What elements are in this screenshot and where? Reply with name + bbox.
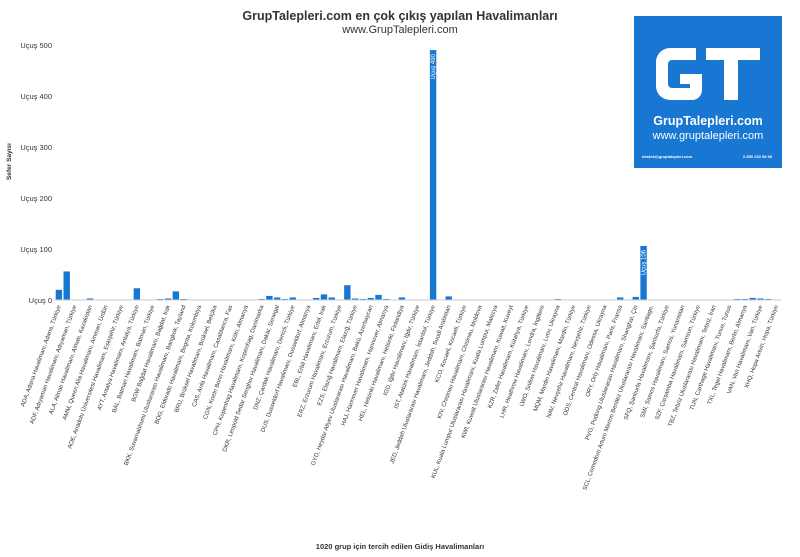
bar <box>351 298 359 300</box>
bar <box>273 297 281 300</box>
y-tick-label: Uçuş 500 <box>20 41 52 50</box>
bar <box>757 298 764 300</box>
bar <box>320 294 328 300</box>
y-tick-label: Uçuş 200 <box>20 194 52 203</box>
bar <box>733 298 741 300</box>
bar <box>359 298 367 300</box>
bar <box>398 297 406 300</box>
x-axis-ticks: ADA, Adana Havalimanı, Adana, TürkiyeADF… <box>20 304 780 492</box>
bar <box>749 297 756 300</box>
bar <box>164 298 172 300</box>
bar <box>616 297 624 300</box>
bar <box>328 297 335 300</box>
logo-email: destek@gruptalepleri.com <box>642 154 693 159</box>
x-axis-label: 1020 grup için tercih edilen Gidiş Haval… <box>315 542 485 551</box>
gt-logo-icon <box>656 48 760 100</box>
bar <box>86 298 94 300</box>
bar <box>367 297 374 300</box>
bar <box>429 50 437 300</box>
y-tick-label: Uçuş 300 <box>20 143 52 152</box>
y-tick-label: Uçuş 400 <box>20 92 52 101</box>
logo-name: GrupTalepleri.com <box>653 114 763 128</box>
bar <box>289 297 296 300</box>
bar <box>383 298 390 300</box>
y-tick-label: Uçuş 100 <box>20 245 52 254</box>
bar <box>180 298 187 300</box>
data-label: Uçuş 490 <box>431 53 437 79</box>
bar <box>632 296 639 300</box>
bar <box>281 298 289 300</box>
bar <box>157 298 164 300</box>
brand-logo: GrupTalepleri.com www.gruptalepleri.com … <box>634 16 782 168</box>
bar <box>375 294 382 300</box>
x-tick-label: GYD, Heydar Aliyev Uluslararası Havalima… <box>311 305 375 467</box>
bar <box>445 296 452 300</box>
bar <box>344 285 351 300</box>
x-tick-label: BKK, Suvarnabhumi Uluslararası Havaliman… <box>124 305 188 467</box>
bar <box>554 298 562 300</box>
bar <box>640 245 647 300</box>
data-labels: Uçuş 490 Uçuş 106 <box>431 53 647 275</box>
bar <box>266 295 273 300</box>
logo-phone: 0 850 233 98 98 <box>743 154 772 159</box>
data-label: Uçuş 106 <box>642 249 648 275</box>
y-axis-ticks: Uçuş 0 Uçuş 100 Uçuş 200 Uçuş 300 Uçuş 400 Uç… <box>20 41 52 305</box>
bar <box>258 298 265 300</box>
bar <box>741 298 749 300</box>
bar <box>312 297 320 300</box>
bar <box>55 289 63 300</box>
logo-url: www.gruptalepleri.com <box>652 130 764 142</box>
chart-title: GrupTalepleri.com en çok çıkış yapılan H… <box>242 9 558 23</box>
bar <box>765 298 772 300</box>
bar <box>133 288 141 300</box>
y-tick-label: Uçuş 0 <box>29 296 52 305</box>
x-tick-label: JED, Jeddah Uluslararası Havalimanı, Jed… <box>389 305 452 465</box>
bar <box>63 271 70 300</box>
bar <box>172 291 180 300</box>
chart-subtitle: www.GrupTalepleri.com <box>342 24 458 36</box>
